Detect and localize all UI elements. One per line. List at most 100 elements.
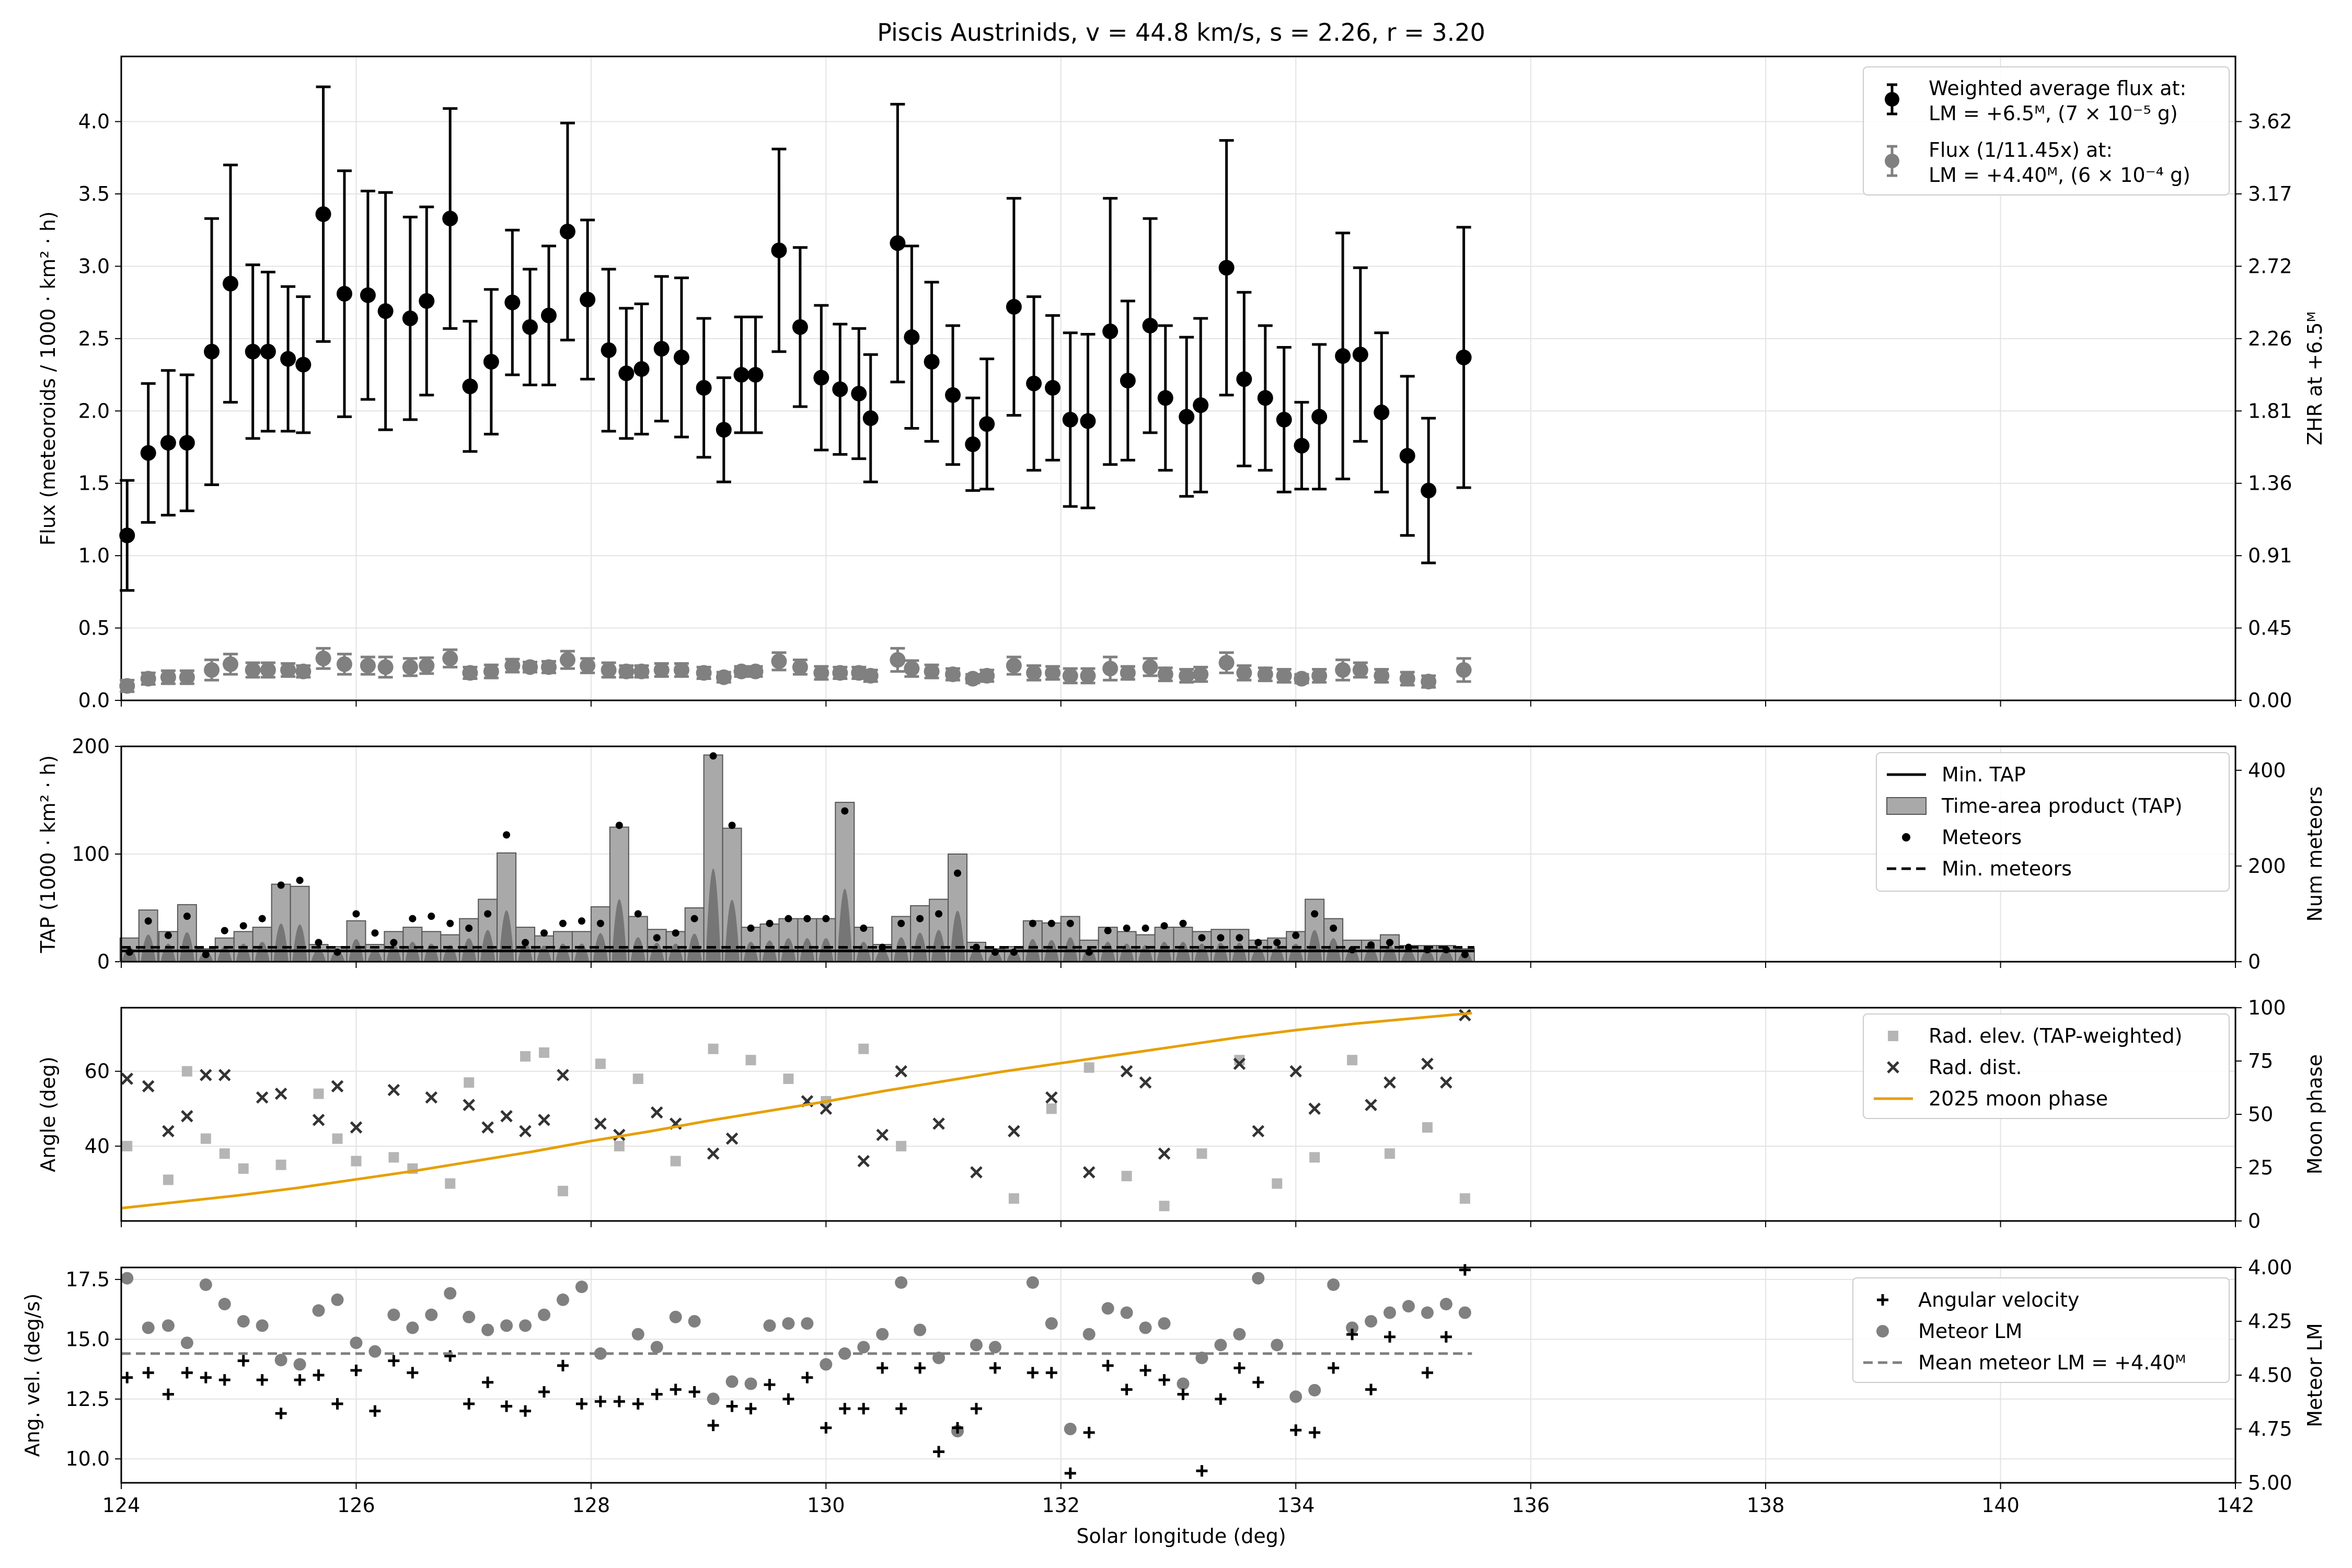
meteor-lm-point xyxy=(707,1392,720,1405)
weighted-flux-point xyxy=(483,354,499,370)
scaled-flux-point xyxy=(462,665,478,681)
legend-box xyxy=(1876,752,2230,892)
radiant-elevation-point xyxy=(1385,1148,1395,1159)
scaled-flux-point xyxy=(1026,665,1042,681)
weighted-flux-point xyxy=(1179,409,1195,425)
meteor-count-point xyxy=(503,831,511,839)
meteor-lm-point xyxy=(293,1358,306,1371)
weighted-flux-point xyxy=(653,341,670,357)
meteor-lm-point xyxy=(237,1315,250,1328)
radiant-distance-point xyxy=(162,1125,175,1137)
meteor-count-point xyxy=(221,927,228,935)
y-tick-label: 100 xyxy=(72,843,110,866)
legend-box xyxy=(1863,66,2230,195)
meteor-count-point xyxy=(1423,946,1431,954)
radiant-elevation-point xyxy=(1459,1193,1470,1204)
y-axis-label: Angle (deg) xyxy=(37,1056,60,1172)
scaled-flux-point xyxy=(633,663,650,679)
y-right-tick-label: 200 xyxy=(2248,855,2286,878)
legend-marker xyxy=(1902,833,1910,841)
weighted-flux-point xyxy=(179,435,195,451)
y-right-tick-label: 0.45 xyxy=(2248,617,2292,640)
radiant-distance-point xyxy=(557,1069,569,1081)
scaled-flux-point xyxy=(160,669,176,685)
meteor-count-point xyxy=(484,910,492,918)
angular-velocity-point xyxy=(839,1403,851,1415)
radiant-distance-point xyxy=(1365,1099,1377,1111)
weighted-flux-point xyxy=(851,386,867,402)
scaled-flux-point xyxy=(377,659,394,675)
y-right-tick-label: 4.75 xyxy=(2248,1417,2292,1440)
meteor-lm-point xyxy=(162,1319,175,1332)
meteor-lm-point xyxy=(1365,1315,1378,1328)
radiant-elevation-point xyxy=(783,1074,794,1084)
angular-velocity-point xyxy=(1027,1367,1039,1379)
meteor-count-point xyxy=(315,939,322,947)
y-tick-label: 4.0 xyxy=(78,110,110,133)
radiant-elevation-point xyxy=(1121,1171,1132,1182)
angular-velocity-point xyxy=(1139,1364,1151,1376)
meteor-count-point xyxy=(860,924,868,932)
meteor-lm-point xyxy=(1308,1383,1321,1397)
legend-label: Mean meteor LM = +4.40ᴹ xyxy=(1918,1351,2186,1374)
radiant-distance-point xyxy=(1158,1147,1171,1160)
meteor-lm-point xyxy=(425,1308,438,1321)
meteor-lm-point xyxy=(387,1308,400,1321)
tap-fine-fill xyxy=(1006,950,1022,962)
legend-label: Time-area product (TAP) xyxy=(1941,794,2183,817)
tap-fine-fill xyxy=(442,945,458,962)
weighted-flux-point xyxy=(890,235,906,251)
weighted-flux-point xyxy=(673,349,689,365)
y-right-tick-label: 0 xyxy=(2248,950,2261,973)
weighted-flux-point xyxy=(747,367,764,383)
weighted-flux-point xyxy=(1045,379,1061,396)
x-axis-label: Solar longitude (deg) xyxy=(1076,1525,1286,1548)
angular-velocity-panel: 124 126 128 130 132 134 136 138 140 142 10.0 12.5 15… xyxy=(21,1256,2326,1517)
tap-fine-fill xyxy=(1401,949,1416,962)
angular-velocity-point xyxy=(350,1364,362,1376)
y-right-tick-label: 5.00 xyxy=(2248,1471,2292,1494)
weighted-flux-point xyxy=(1421,482,1437,499)
angular-velocity-point xyxy=(162,1388,174,1400)
meteor-lm-point xyxy=(274,1354,287,1367)
angular-velocity-point xyxy=(877,1362,889,1374)
meteor-count-point xyxy=(897,919,905,927)
scaled-flux-point xyxy=(1080,667,1096,684)
scaled-flux-point xyxy=(204,662,220,678)
meteor-lm-point xyxy=(331,1293,344,1306)
angular-velocity-point xyxy=(594,1396,606,1408)
angular-velocity-point xyxy=(520,1405,532,1417)
radiant-elevation-point xyxy=(1083,1062,1094,1073)
weighted-flux-point xyxy=(1218,260,1235,276)
radiant-elevation-point xyxy=(313,1088,324,1099)
angular-velocity-point xyxy=(970,1403,982,1415)
meteor-lm-point xyxy=(142,1321,155,1334)
scaled-flux-point xyxy=(1045,665,1061,681)
meteor-count-point xyxy=(785,915,792,923)
tap-fine-fill xyxy=(593,933,608,962)
angular-velocity-point xyxy=(1346,1329,1358,1341)
weighted-flux-point xyxy=(1276,411,1292,428)
radiant-elevation-point xyxy=(464,1077,475,1088)
scaled-flux-point xyxy=(559,652,575,668)
tap-fine-fill xyxy=(950,910,965,962)
weighted-flux-point xyxy=(160,435,176,451)
radiant-distance-point xyxy=(1008,1125,1020,1137)
scaled-flux-point xyxy=(904,661,920,677)
y-axis-label: Flux (meteoroids / 1000 · km² · h) xyxy=(37,211,60,546)
weighted-flux-point xyxy=(559,223,575,239)
meteor-lm-point xyxy=(1214,1339,1227,1352)
scaled-flux-point xyxy=(771,653,787,670)
radiant-elevation-point xyxy=(1347,1055,1358,1066)
y-right-tick-label: 0.91 xyxy=(2248,544,2292,567)
angular-velocity-point xyxy=(1440,1331,1452,1343)
meteor-count-point xyxy=(690,915,698,923)
scaled-flux-point xyxy=(360,658,376,674)
radiant-distance-point xyxy=(274,1087,287,1100)
meteor-count-point xyxy=(879,943,886,951)
y-tick-label: 200 xyxy=(72,735,110,758)
meteor-count-point xyxy=(991,948,999,956)
x-tick-label: 126 xyxy=(337,1494,375,1517)
meteor-count-point xyxy=(1198,934,1206,942)
y-tick-label: 3.0 xyxy=(78,255,110,278)
